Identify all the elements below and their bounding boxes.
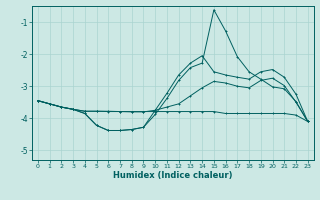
X-axis label: Humidex (Indice chaleur): Humidex (Indice chaleur) bbox=[113, 171, 233, 180]
